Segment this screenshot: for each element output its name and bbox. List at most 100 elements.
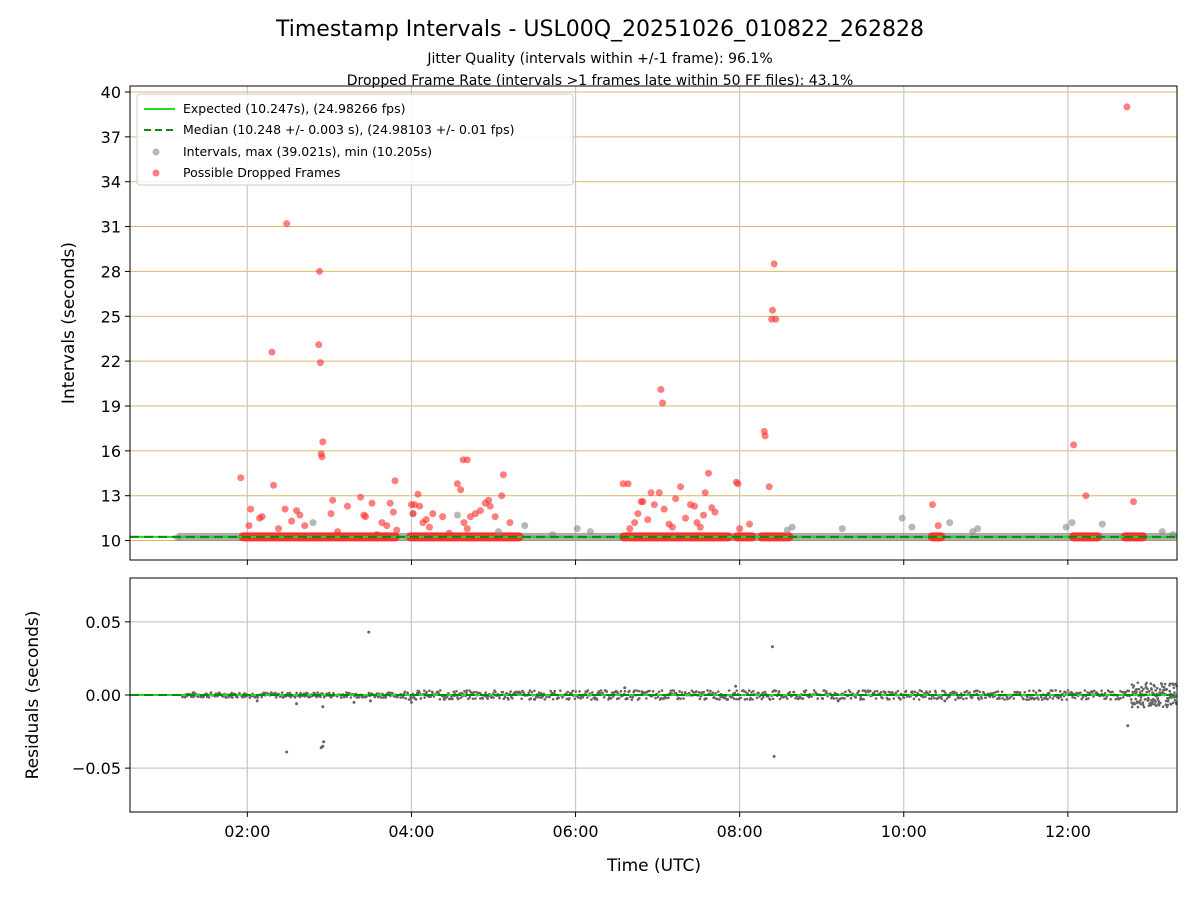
residual-point: [977, 698, 981, 701]
dropped-frame-point: [429, 510, 437, 518]
residual-point: [873, 690, 877, 693]
dropped-frame-point: [414, 490, 422, 498]
dropped-frame-point: [619, 480, 627, 488]
residual-point: [1159, 701, 1162, 705]
dropped-frame-point: [647, 489, 655, 497]
dropped-frame-point: [644, 516, 652, 524]
residual-point: [869, 689, 872, 693]
dropped-frame-point: [639, 498, 647, 506]
residual-point: [288, 691, 292, 695]
residual-point: [1051, 689, 1054, 693]
residual-point: [996, 690, 1000, 693]
residual-point: [1119, 696, 1122, 700]
residual-point: [1058, 690, 1062, 693]
residual-point: [656, 695, 660, 699]
residual-point: [1039, 695, 1043, 699]
residual-outlier-point: [321, 744, 325, 748]
dropped-frame-point: [288, 517, 296, 525]
residual-point: [640, 690, 643, 693]
legend-box: [136, 93, 574, 186]
residual-point: [192, 691, 196, 694]
residual-point: [404, 697, 408, 700]
residual-point: [422, 689, 426, 692]
residual-point: [726, 698, 730, 701]
residual-point: [591, 691, 594, 694]
residual-point: [697, 691, 701, 694]
residual-point: [1023, 690, 1027, 694]
residual-point: [735, 697, 738, 701]
dropped-frame-point: [768, 306, 776, 314]
residual-point: [472, 690, 476, 694]
residual-point: [1154, 689, 1157, 692]
residual-point: [578, 690, 581, 693]
dropped-frame-point: [655, 489, 663, 497]
residual-point: [923, 692, 926, 695]
residual-point: [1158, 688, 1162, 691]
interval-point: [573, 525, 581, 533]
residual-point: [1033, 697, 1037, 700]
residual-point: [533, 689, 536, 693]
residual-point: [1161, 705, 1165, 708]
residual-point: [735, 689, 739, 692]
residual-point: [391, 691, 394, 695]
residual-outlier-point: [409, 700, 413, 704]
residual-point: [904, 689, 908, 693]
residual-point: [1117, 697, 1120, 701]
residual-point: [1168, 682, 1172, 686]
dropped-frame-point: [659, 399, 667, 407]
residual-point: [823, 689, 826, 692]
residual-point: [1071, 695, 1074, 699]
residual-point: [425, 690, 429, 694]
residual-point: [414, 698, 418, 701]
residual-point: [1151, 700, 1154, 704]
dropped-frame-point: [696, 523, 704, 531]
residual-point: [924, 695, 927, 699]
residual-point: [678, 690, 681, 693]
residual-point: [698, 697, 702, 701]
dropped-frame-point: [704, 469, 712, 477]
residual-point: [566, 690, 570, 694]
residual-point: [280, 691, 284, 694]
residual-point: [455, 689, 458, 693]
dropped-frame-point: [357, 493, 365, 501]
dropped-frame-point: [660, 505, 668, 513]
residual-point: [910, 690, 914, 693]
residual-point: [635, 689, 638, 692]
intervals-y-tick-label: 13: [101, 487, 121, 506]
residual-point: [1044, 697, 1047, 700]
residual-point: [1048, 695, 1052, 699]
dropped-frame-point: [700, 511, 708, 519]
residual-point: [192, 695, 195, 699]
residual-point: [248, 696, 252, 699]
residual-point: [1057, 696, 1060, 700]
residual-point: [1079, 691, 1082, 694]
residual-point: [1138, 691, 1142, 694]
residual-outlier-point: [533, 697, 537, 701]
dropped-frame-point: [463, 456, 471, 464]
residual-point: [605, 690, 608, 694]
residual-point: [1027, 698, 1030, 701]
residual-point: [579, 697, 582, 700]
residual-point: [747, 689, 751, 692]
residual-point: [494, 690, 497, 694]
residual-point: [778, 697, 782, 701]
dropped-frame-point: [383, 522, 391, 530]
residual-point: [484, 691, 488, 694]
residual-point: [511, 697, 514, 700]
dropped-frame-point: [391, 477, 399, 485]
dropped-frame-point: [650, 501, 658, 509]
dropped-frame-point: [498, 492, 506, 500]
residual-point: [757, 691, 760, 695]
residual-point: [1149, 682, 1153, 685]
residual-point: [609, 696, 613, 700]
residual-point: [1135, 687, 1139, 691]
residual-point: [595, 698, 599, 701]
residual-point: [874, 697, 878, 700]
dropped-frame-point: [631, 519, 639, 527]
x-tick-label: 02:00: [224, 822, 270, 841]
residual-point: [857, 689, 861, 693]
residual-point: [1149, 701, 1152, 705]
residual-point: [183, 695, 187, 699]
residual-point: [695, 690, 698, 693]
dropped-frame-point: [301, 522, 309, 530]
